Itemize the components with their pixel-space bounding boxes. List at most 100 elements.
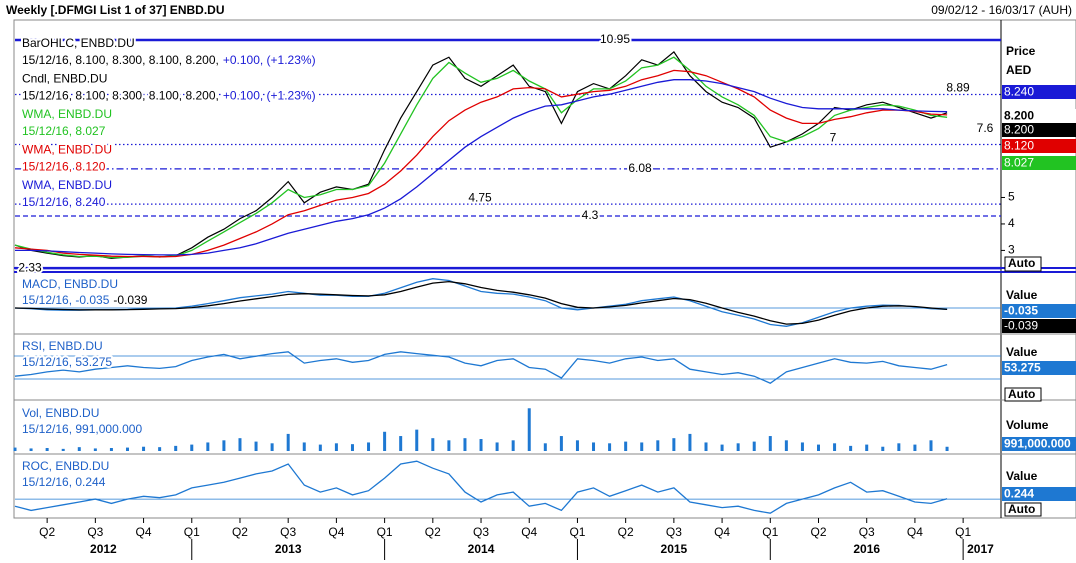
volume-bar <box>286 433 290 451</box>
volume-bar <box>784 440 788 451</box>
volume-bar <box>913 444 917 451</box>
volume-bar <box>158 447 162 451</box>
volume-bar <box>881 446 885 451</box>
volume-bar <box>350 444 354 451</box>
legend-name: BarOHLC, ENBD.DU <box>22 36 135 50</box>
volume-bar <box>222 440 226 451</box>
x-tick-label: Q3 <box>859 525 875 539</box>
value-label: 8.200 <box>1004 109 1034 123</box>
legend-detail: 15/12/16, 8.240 <box>22 195 106 209</box>
legend-name: Vol, ENBD.DU <box>22 406 99 420</box>
volume-bar <box>495 442 499 451</box>
line-label: 10.95 <box>600 32 630 46</box>
volume-bar <box>447 440 451 451</box>
value-box <box>1002 156 1076 170</box>
auto-box <box>1004 502 1042 517</box>
volume-bar <box>575 440 579 451</box>
volume-bar <box>672 438 676 451</box>
legend-values: 15/12/16, -0.035 <box>22 293 110 307</box>
volume-bar <box>334 443 338 451</box>
volume-bar <box>543 443 547 451</box>
y-tick-label: 3 <box>1008 243 1015 257</box>
volume-bar <box>688 433 692 451</box>
volume-bar <box>945 446 949 451</box>
value-label: 991,000.000 <box>1004 437 1071 451</box>
x-tick-label: Q2 <box>425 525 441 539</box>
volume-bar <box>302 442 306 451</box>
legend-detail: 15/12/16, 991,000.000 <box>22 422 142 436</box>
x-tick-label: Q3 <box>280 525 296 539</box>
volume-bar <box>592 442 596 451</box>
volume-bar <box>29 448 33 451</box>
y-tick-label: 5 <box>1008 190 1015 204</box>
auto-label: Auto <box>1008 256 1035 270</box>
volume-bar <box>897 443 901 451</box>
line-label: 6.08 <box>628 161 652 175</box>
legend-name: WMA, ENBD.DU <box>22 143 112 157</box>
volume-bar <box>45 448 49 451</box>
axis-title: Value <box>1006 345 1038 359</box>
volume-bar <box>415 429 419 451</box>
value-label: -0.039 <box>1004 319 1038 333</box>
volume-bar <box>93 448 97 451</box>
legend-detail: 15/12/16, 8.100, 8.300, 8.100, 8.200, +0.… <box>22 89 316 103</box>
volume-bar <box>817 444 820 451</box>
volume-bar <box>736 443 740 451</box>
auto-box <box>1004 387 1042 402</box>
legend-change: +0.100, (+1.23%) <box>223 89 316 103</box>
x-tick-label: Q1 <box>377 525 393 539</box>
x-tick-label: Q4 <box>328 525 344 539</box>
year-label: 2012 <box>90 542 117 556</box>
x-tick-label: Q4 <box>136 525 152 539</box>
legend-values: 15/12/16, 8.100, 8.300, 8.100, 8.200, <box>22 89 219 103</box>
legend-name: WMA, ENBD.DU <box>22 107 112 121</box>
value-label: -0.035 <box>1004 304 1038 318</box>
volume-bar <box>238 438 242 451</box>
legend-values: 15/12/16, 8.240 <box>22 195 106 209</box>
volume-bar <box>206 442 210 451</box>
chart-title: Weekly [.DFMGI List 1 of 37] ENBD.DU <box>6 3 224 17</box>
x-tick-label: Q4 <box>907 525 923 539</box>
volume-bar <box>383 431 387 451</box>
axis-title: Volume <box>1006 418 1049 432</box>
volume-bar <box>367 442 371 451</box>
value-box <box>1002 319 1076 333</box>
volume-bar <box>511 440 515 451</box>
legend-detail: 15/12/16, 8.100, 8.300, 8.100, 8.200, +0.… <box>22 53 316 67</box>
volume-bar <box>13 447 17 451</box>
value-label: 0.244 <box>1004 487 1034 501</box>
volume-bar <box>849 445 853 451</box>
line-label: 2.33 <box>18 260 42 274</box>
volume-bar <box>431 438 435 451</box>
volume-bar <box>254 441 258 451</box>
legend-detail: 15/12/16, 0.244 <box>22 475 106 489</box>
legend-detail: 15/12/16, 8.027 <box>22 124 106 138</box>
x-tick-label: Q2 <box>232 525 248 539</box>
x-tick-label: Q2 <box>618 525 634 539</box>
value-label: 53.275 <box>1004 361 1041 375</box>
value-box <box>1002 361 1076 375</box>
legend-name: RSI, ENBD.DU <box>22 339 103 353</box>
value-box <box>1002 139 1076 153</box>
volume-bar <box>318 444 322 451</box>
volume-bar <box>463 438 467 451</box>
auto-label: Auto <box>1008 502 1035 516</box>
legend-values: 15/12/16, 8.120 <box>22 160 106 174</box>
volume-bar <box>109 448 113 451</box>
date-range: 09/02/12 - 16/03/17 (AUH) <box>931 3 1072 17</box>
x-tick-label: Q2 <box>39 525 55 539</box>
line-label: 7 <box>830 131 837 145</box>
value-label: 8.240 <box>1004 85 1034 99</box>
value-box <box>1002 487 1076 501</box>
value-box <box>1002 437 1076 451</box>
series-line <box>14 351 948 384</box>
value-label: 8.120 <box>1004 139 1034 153</box>
legend-detail: 15/12/16, 8.120 <box>22 160 106 174</box>
x-tick-label: Q3 <box>87 525 103 539</box>
volume-bar <box>800 442 804 451</box>
volume-bar <box>527 408 531 451</box>
legend-name: MACD, ENBD.DU <box>22 277 118 291</box>
value-label: 8.027 <box>1004 156 1034 170</box>
legend-values: 15/12/16, 53.275 <box>22 355 112 369</box>
